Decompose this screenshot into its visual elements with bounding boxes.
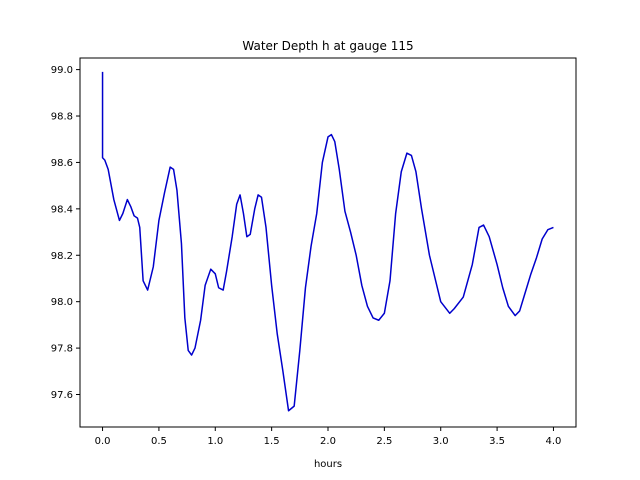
series-line-0: [101, 71, 554, 412]
y-tick-label: 98.0: [51, 297, 73, 308]
x-tick-label: 1.5: [264, 436, 280, 447]
x-tick-label: 2.0: [320, 436, 336, 447]
y-tick-label: 97.8: [51, 344, 73, 355]
x-tick-label: 3.0: [433, 436, 449, 447]
x-tick-label: 1.0: [207, 436, 223, 447]
y-tick-label: 98.2: [51, 251, 73, 262]
x-tick-label: 2.5: [376, 436, 392, 447]
chart-title: Water Depth h at gauge 115: [242, 39, 413, 53]
x-tick-label: 0.0: [95, 436, 111, 447]
x-tick-label: 4.0: [546, 436, 562, 447]
x-tick-label: 3.5: [489, 436, 505, 447]
y-tick-label: 99.0: [51, 65, 73, 76]
plot-area: [101, 71, 554, 412]
plot-frame: [79, 57, 577, 428]
y-tick-label: 98.4: [51, 204, 73, 215]
y-tick-label: 98.6: [51, 158, 73, 169]
y-axis: 97.6 97.8 98.0 98.2 98.4 98.6 98.8 99.0: [51, 65, 80, 401]
x-axis-label: hours: [314, 459, 342, 470]
y-tick-label: 98.8: [51, 112, 73, 123]
x-axis: 0.0 0.5 1.0 1.5 2.0 2.5 3.0 3.5 4.0: [95, 427, 562, 447]
y-tick-label: 97.6: [51, 390, 73, 401]
x-tick-label: 0.5: [151, 436, 167, 447]
